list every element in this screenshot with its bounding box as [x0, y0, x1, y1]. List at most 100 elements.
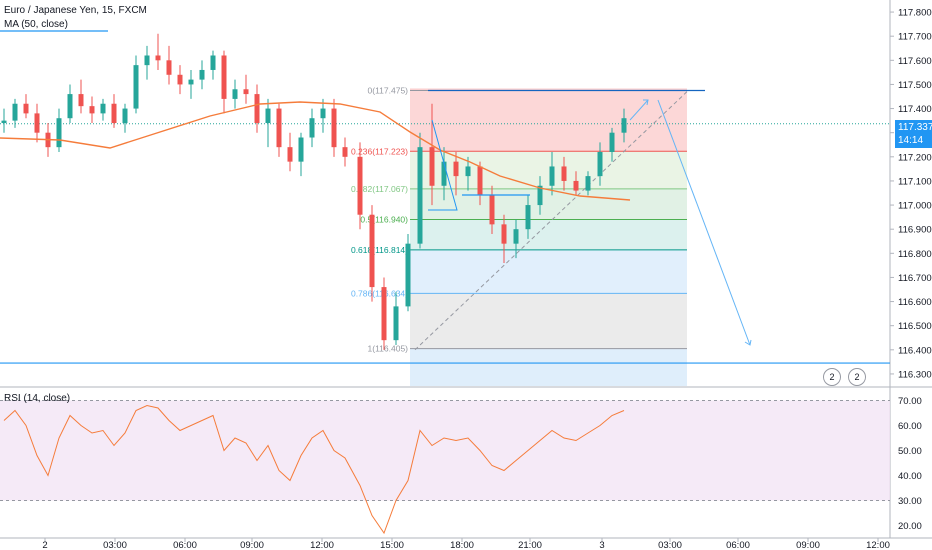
projection-arrow-up [629, 99, 649, 121]
candle-body [34, 113, 40, 133]
candle-body [221, 55, 227, 99]
candle-body [199, 69, 205, 80]
alert-count-b: 2 [854, 372, 860, 382]
rsi-line [3, 404, 625, 535]
candle-body [89, 106, 95, 114]
last-price-badge: 117.337 14:14 [895, 120, 932, 148]
candle-body [393, 306, 399, 341]
candle-body [381, 287, 387, 341]
time-tick-label: 03:00 [103, 540, 127, 550]
candle-body [597, 151, 603, 177]
rsi-tick-label: 70.00 [898, 396, 922, 407]
price-tick-label: 116.500 [898, 321, 932, 332]
price-tick-label: 116.600 [898, 297, 932, 308]
time-tick-label: 3 [599, 540, 604, 550]
fib-zone [410, 90, 687, 152]
candle-body [298, 137, 304, 162]
candle-body [621, 118, 627, 133]
candle-body [210, 55, 216, 70]
candle-body [111, 103, 117, 124]
candle-body [166, 60, 172, 75]
candle-body [243, 89, 249, 95]
candle-body [56, 118, 62, 148]
fib-zone [410, 188, 687, 220]
arrow-head-down [744, 339, 752, 346]
candle-body [78, 94, 84, 107]
fib-zone [410, 249, 687, 294]
fib-level-label: 0.382(117.067) [351, 184, 408, 194]
price-tick-label: 117.400 [898, 104, 932, 115]
candle-body [585, 176, 591, 191]
candle-body [573, 180, 579, 191]
candle-body [537, 185, 543, 206]
fib-zone [410, 151, 687, 189]
price-tick-label: 116.800 [898, 249, 932, 260]
price-tick-label: 117.800 [898, 8, 932, 19]
alert-count-a: 2 [829, 372, 835, 382]
candle-body [501, 224, 507, 244]
price-tick-label: 116.400 [898, 345, 932, 356]
ma-legend: MA (50, close) [4, 19, 68, 30]
price-axis-bg [890, 0, 932, 550]
fib-top-cap [410, 88, 687, 91]
candle-body [320, 108, 326, 119]
price-tick-label: 117.600 [898, 56, 932, 67]
rsi-tick-label: 20.00 [898, 521, 922, 532]
candle-body [144, 55, 150, 66]
candle-body [441, 161, 447, 186]
candle-body [465, 166, 471, 177]
candle-body [12, 103, 18, 121]
triangle-pattern [428, 119, 458, 211]
candle-body [513, 229, 519, 244]
candle-body [525, 205, 531, 230]
candle-body [188, 79, 194, 85]
alert-icon[interactable]: 2 [823, 368, 841, 386]
candle-body [232, 89, 238, 99]
candle-body [405, 243, 411, 307]
candle-body [489, 195, 495, 225]
arrow-head-up [643, 99, 649, 106]
price-tick-label: 117.500 [898, 80, 932, 91]
projection-arrow-down [657, 99, 751, 346]
bar-countdown: 14:14 [898, 135, 924, 146]
price-tick-label: 117.000 [898, 201, 932, 212]
alert-icon-secondary[interactable]: 2 [848, 368, 866, 386]
time-tick-label: 2 [42, 540, 47, 550]
candle-body [177, 74, 183, 85]
candle-body [122, 108, 128, 124]
fib-level-label: 0.618(116.814) [351, 245, 408, 255]
candle-body [1, 120, 7, 124]
time-tick-label: 15:00 [380, 540, 404, 550]
time-tick-label: 09:00 [796, 540, 820, 550]
price-tick-label: 116.900 [898, 225, 932, 236]
candle-body [369, 214, 375, 288]
rsi-tick-label: 40.00 [898, 471, 922, 482]
fib-level-label: 0.236(117.223) [351, 146, 408, 156]
candle-body [357, 156, 363, 215]
price-tick-label: 117.200 [898, 152, 932, 163]
time-tick-label: 06:00 [173, 540, 197, 550]
time-tick-label: 18:00 [450, 540, 474, 550]
fib-level-label: 0(117.475) [368, 85, 409, 95]
time-tick-label: 03:00 [658, 540, 682, 550]
fib-zone [410, 219, 687, 250]
fib-extension-zone [410, 348, 687, 386]
candle-body [67, 94, 73, 119]
candle-body [429, 147, 435, 186]
candle-body [100, 103, 106, 114]
candle-body [561, 166, 567, 181]
candle-body [417, 147, 423, 244]
price-tick-label: 117.700 [898, 32, 932, 43]
fib-level-label: 1(116.405) [368, 344, 409, 354]
rsi-tick-label: 30.00 [898, 496, 922, 507]
rsi-band [0, 400, 890, 501]
ma-line [0, 101, 631, 201]
time-tick-label: 06:00 [726, 540, 750, 550]
candle-body [276, 108, 282, 148]
price-tick-label: 116.300 [898, 369, 932, 380]
rsi-tick-label: 50.00 [898, 446, 922, 457]
candle-body [265, 108, 271, 124]
candle-body [342, 147, 348, 157]
